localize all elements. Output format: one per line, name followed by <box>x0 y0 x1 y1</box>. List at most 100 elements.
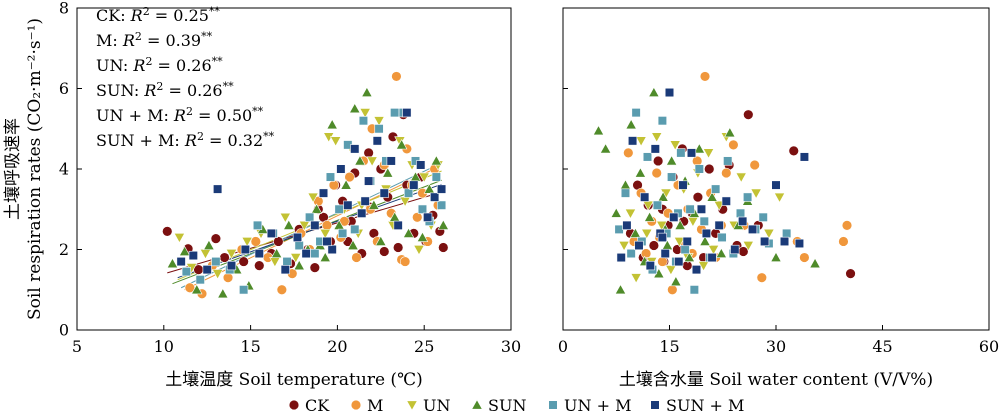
right-point-un-plus-m <box>699 216 709 226</box>
right-point-sun-plus-m <box>627 136 638 146</box>
left-point-un <box>359 108 371 119</box>
right-point-sun-plus-m <box>691 265 702 275</box>
r2-annotation-ck: CK: R2 = 0.25** <box>96 5 220 25</box>
left-point-sun <box>402 227 415 238</box>
right-point-sun <box>693 143 706 154</box>
right-point-sun <box>619 179 632 190</box>
right-point-un-plus-m <box>631 108 641 118</box>
right-point-un-plus-m <box>717 232 727 243</box>
right-point-sun <box>614 283 627 295</box>
right-point-un <box>763 228 775 240</box>
r2-annotation-sun-plus-m: SUN + M: R2 = 0.32** <box>96 130 275 150</box>
right-point-sun <box>670 275 682 287</box>
right-point-m <box>756 272 767 283</box>
right-point-sun <box>610 207 622 218</box>
left-point-un-plus-m <box>195 275 205 285</box>
left-point-sun <box>347 239 359 250</box>
right-point-sun <box>665 155 678 166</box>
right-point-un-plus-m <box>680 244 690 255</box>
right-point-sun-plus-m <box>799 152 809 162</box>
left-point-sun-plus-m <box>364 176 374 186</box>
right-point-sun <box>592 124 605 136</box>
left-point-sun-plus-m <box>336 164 346 174</box>
left-point-sun <box>382 167 394 178</box>
y-tick-label: 4 <box>59 160 69 179</box>
left-point-ck <box>392 242 404 253</box>
left-point-sun-plus-m <box>416 160 426 170</box>
right-point-sun <box>699 235 711 246</box>
right-point-un <box>707 245 720 256</box>
right-point-un-plus-m <box>657 116 667 126</box>
legend-marker-un <box>406 400 418 411</box>
left-point-sun-plus-m <box>402 108 412 118</box>
right-point-un-plus-m <box>642 152 653 162</box>
left-point-sun-plus-m <box>310 220 320 230</box>
right-point-ck <box>692 191 704 203</box>
right-point-sun-plus-m <box>674 256 684 267</box>
left-point-ck <box>379 246 390 257</box>
right-point-sun-plus-m <box>696 204 707 214</box>
left-point-un <box>211 269 224 280</box>
left-x-tick-label: 10 <box>154 337 174 356</box>
left-point-m <box>222 272 234 283</box>
left-point-ck <box>273 236 284 247</box>
right-point-un-plus-m <box>694 164 704 174</box>
right-point-sun-plus-m <box>678 180 688 190</box>
right-point-un <box>630 273 642 284</box>
left-point-ck <box>210 233 222 244</box>
left-point-sun-plus-m <box>343 200 353 210</box>
right-point-sun <box>706 191 718 202</box>
left-point-sun <box>178 245 191 256</box>
y-tick-label: 6 <box>59 79 69 98</box>
right-plot-frame <box>562 7 990 331</box>
right-point-sun <box>648 86 660 97</box>
trend-line-sun-plus-m <box>177 183 442 279</box>
left-point-un-plus-m <box>436 200 447 210</box>
left-point-sun-plus-m <box>430 192 440 202</box>
left-point-ck <box>162 226 173 237</box>
right-x-tick-label: 30 <box>766 337 786 356</box>
r2-annotation-un: UN: R2 = 0.26** <box>96 55 223 75</box>
left-point-m <box>391 71 402 82</box>
legend-marker-sun <box>471 399 483 410</box>
right-point-sun-plus-m <box>771 180 781 190</box>
right-point-ck <box>788 145 799 157</box>
left-point-sun-plus-m <box>357 208 367 218</box>
right-point-sun-plus-m <box>660 248 670 259</box>
left-point-un <box>241 236 253 248</box>
left-point-un-plus-m <box>305 212 315 222</box>
right-point-un <box>651 132 663 143</box>
right-point-sun-plus-m <box>669 212 679 222</box>
left-point-un <box>307 192 319 203</box>
right-point-ck <box>682 260 693 271</box>
right-point-sun-plus-m <box>634 240 644 251</box>
left-point-un <box>269 257 281 268</box>
right-point-sun-plus-m <box>616 252 626 263</box>
left-point-sun-plus-m <box>322 236 332 247</box>
right-point-sun-plus-m <box>760 236 770 247</box>
legend-label-un: UN <box>423 396 450 415</box>
left-point-sun-plus-m <box>292 232 303 243</box>
left-point-sun <box>430 155 443 166</box>
right-point-un <box>673 236 686 248</box>
left-x-tick-label: 30 <box>501 337 521 356</box>
left-point-un-plus-m <box>181 267 191 277</box>
left-point-un <box>319 228 331 240</box>
right-point-un-plus-m <box>626 248 636 259</box>
left-point-un <box>418 172 430 183</box>
right-point-sun <box>599 143 612 154</box>
legend-label-sun-plus-m: SUN + M <box>666 396 744 415</box>
right-point-sun-plus-m <box>779 236 790 247</box>
left-point-sun-plus-m <box>327 244 337 255</box>
right-point-un <box>773 192 786 203</box>
left-point-sun <box>437 219 450 230</box>
left-x-tick-label: 15 <box>240 337 260 356</box>
left-point-un-plus-m <box>338 228 348 239</box>
left-point-un-plus-m <box>334 204 344 214</box>
left-point-un-plus-m <box>252 220 263 230</box>
left-point-sun <box>166 257 179 269</box>
axis-ticks: 5 10 15 20 25 30 0 2 4 6 8 0 15 30 45 60 <box>59 0 999 356</box>
left-point-m <box>399 256 411 267</box>
left-point-un <box>373 116 385 127</box>
left-point-m <box>321 220 333 231</box>
